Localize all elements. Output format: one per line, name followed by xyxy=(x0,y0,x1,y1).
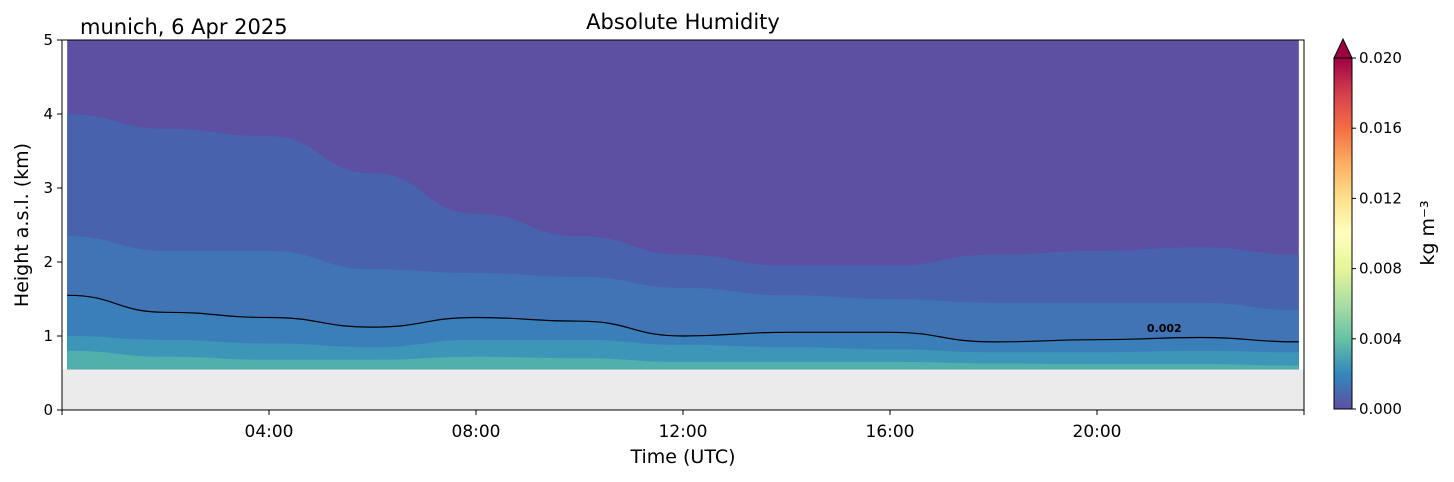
contour-label: 0.002 xyxy=(1147,322,1182,335)
colorbar-tick-label: 0.004 xyxy=(1359,330,1402,348)
colorbar-tick-label: 0.016 xyxy=(1359,119,1402,137)
contour-layer: 0.002 xyxy=(67,294,1299,343)
x-axis-label: Time (UTC) xyxy=(629,446,735,468)
y-tick-label: 5 xyxy=(43,31,53,49)
x-tick-label: 04:00 xyxy=(245,422,294,442)
contour-line-0002 xyxy=(67,294,1299,343)
colorbar-label: kg m⁻³ xyxy=(1417,200,1439,265)
y-axis: 0 1 2 3 4 5 xyxy=(43,31,62,419)
y-tick-label: 0 xyxy=(43,401,53,419)
humidity-band-0.004 xyxy=(67,350,1299,370)
humidity-field xyxy=(62,40,1304,410)
colorbar-tick-label: 0.012 xyxy=(1359,189,1402,207)
x-tick-label: 12:00 xyxy=(659,422,708,442)
colorbar-tick-label: 0.020 xyxy=(1359,49,1402,67)
colorbar-bar xyxy=(1333,57,1353,410)
colorbar-ticks: 0.000 0.004 0.008 0.012 0.016 0.020 xyxy=(1352,49,1402,418)
chart-title: Absolute Humidity xyxy=(586,10,780,34)
colorbar-tick-label: 0.000 xyxy=(1359,400,1402,418)
y-tick-label: 3 xyxy=(43,179,53,197)
y-tick-label: 2 xyxy=(43,253,53,271)
no-data-region xyxy=(62,369,1304,410)
x-tick-label: 20:00 xyxy=(1073,422,1122,442)
y-tick-label: 1 xyxy=(43,327,53,345)
x-tick-label: 16:00 xyxy=(866,422,915,442)
colorbar-tick-label: 0.008 xyxy=(1359,260,1402,278)
x-axis: 04:00 08:00 12:00 16:00 20:00 xyxy=(61,410,1305,442)
y-tick-label: 4 xyxy=(43,105,53,123)
x-tick-label: 08:00 xyxy=(452,422,501,442)
colorbar-extend-arrow xyxy=(1333,37,1353,59)
y-axis-label: Height a.s.l. (km) xyxy=(11,143,33,307)
location-date-label: munich, 6 Apr 2025 xyxy=(80,15,288,39)
colorbar: 0.000 0.004 0.008 0.012 0.016 0.020 kg m⁻³ xyxy=(1333,37,1439,418)
